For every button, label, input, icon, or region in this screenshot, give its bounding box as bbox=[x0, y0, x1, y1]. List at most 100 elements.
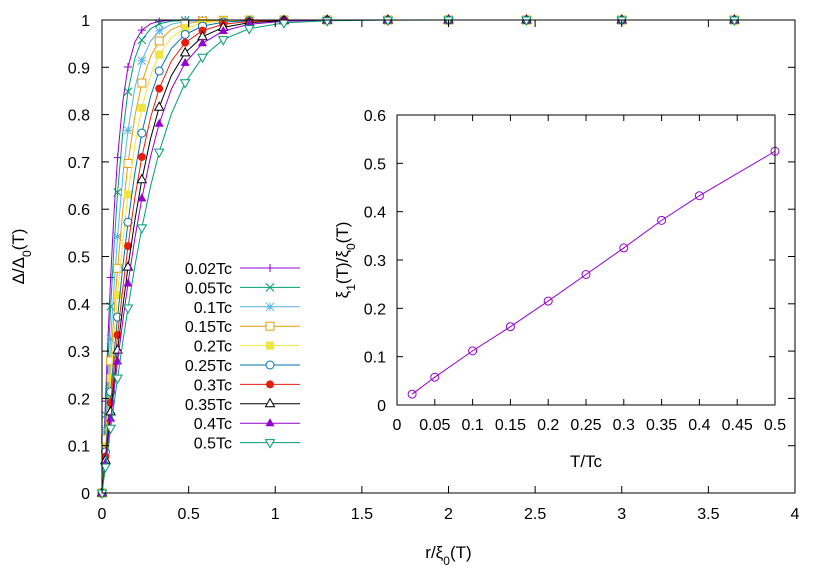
legend-marker bbox=[266, 341, 274, 350]
inset-data-point bbox=[619, 243, 629, 253]
data-point-0.5Tc bbox=[105, 424, 117, 435]
x-tick-label: 0 bbox=[98, 506, 107, 523]
data-point-0.02Tc bbox=[123, 62, 132, 71]
data-point-0.25Tc bbox=[180, 29, 190, 39]
data-point-0.5Tc bbox=[197, 53, 208, 64]
data-point-0.2Tc bbox=[155, 50, 164, 59]
data-point-0.3Tc bbox=[181, 38, 190, 47]
data-point-0.25Tc bbox=[137, 128, 147, 138]
inset-x-tick-label: 0.25 bbox=[570, 417, 601, 434]
data-point-0.4Tc bbox=[180, 57, 190, 66]
inset-x-tick-label: 0.15 bbox=[495, 417, 526, 434]
inset-y-tick-label: 0.2 bbox=[364, 301, 386, 318]
data-point-0.25Tc bbox=[123, 217, 133, 227]
legend-label: 0.1Tc bbox=[194, 300, 232, 317]
inset-x-tick-label: 0.05 bbox=[419, 417, 450, 434]
data-point-0.35Tc bbox=[153, 101, 165, 111]
legend-marker bbox=[264, 439, 276, 449]
data-point-0.2Tc bbox=[123, 190, 132, 199]
data-point-0.15Tc bbox=[154, 36, 164, 46]
legend-marker bbox=[265, 321, 275, 331]
inset-x-tick-label: 0.2 bbox=[537, 417, 559, 434]
inset-background bbox=[397, 115, 775, 405]
data-point-0.1Tc bbox=[137, 56, 147, 66]
inset-y-tick-label: 0 bbox=[377, 398, 386, 415]
y-tick-label: 0.1 bbox=[68, 439, 90, 456]
data-point-0.05Tc bbox=[113, 188, 122, 197]
y-tick-label: 0.4 bbox=[68, 297, 90, 314]
data-point-0.2Tc bbox=[106, 374, 115, 383]
data-point-0.35Tc bbox=[112, 344, 123, 354]
x-tick-label: 1 bbox=[271, 506, 280, 523]
x-tick-label: 2 bbox=[444, 506, 453, 523]
data-point-0.02Tc bbox=[106, 273, 115, 282]
y-axis-label: Δ/Δ0(T) bbox=[9, 229, 34, 285]
data-point-0.2Tc bbox=[137, 103, 146, 112]
inset-data-point bbox=[657, 215, 667, 225]
data-point-0.3Tc bbox=[123, 242, 132, 251]
legend-label: 0.25Tc bbox=[185, 358, 232, 375]
legend-label: 0.2Tc bbox=[194, 339, 232, 356]
legend-label: 0.4Tc bbox=[194, 416, 232, 433]
legend-label: 0.3Tc bbox=[194, 377, 232, 394]
inset-data-point bbox=[543, 296, 553, 306]
legend-label: 0.35Tc bbox=[185, 397, 232, 414]
data-point-0.2Tc bbox=[113, 291, 122, 300]
data-point-0.05Tc bbox=[137, 35, 147, 45]
legend-marker bbox=[265, 302, 275, 312]
data-point-0.4Tc bbox=[123, 278, 133, 287]
data-point-0.05Tc bbox=[154, 19, 164, 29]
y-tick-label: 0 bbox=[81, 486, 90, 503]
legend-marker bbox=[266, 264, 274, 272]
inset-x-tick-label: 0.3 bbox=[613, 417, 635, 434]
data-point-0.5Tc bbox=[122, 304, 134, 314]
data-point-0.4Tc bbox=[137, 193, 147, 202]
y-tick-label: 0.7 bbox=[68, 155, 90, 172]
data-point-0.1Tc bbox=[101, 425, 110, 434]
inset-x-axis-label: T/Tc bbox=[570, 452, 603, 471]
x-tick-label: 1.5 bbox=[351, 506, 373, 523]
data-point-0.1Tc bbox=[106, 334, 116, 344]
data-point-0.02Tc bbox=[137, 26, 146, 35]
legend-marker bbox=[266, 380, 274, 389]
inset-data-point bbox=[407, 389, 417, 399]
data-point-0.35Tc bbox=[136, 173, 148, 184]
inset-x-tick-label: 0.5 bbox=[764, 417, 786, 434]
x-tick-label: 0.5 bbox=[178, 506, 200, 523]
inset-x-tick-label: 0.4 bbox=[688, 417, 710, 434]
data-point-0.5Tc bbox=[100, 463, 111, 473]
data-point-0.5Tc bbox=[153, 148, 165, 159]
legend-marker bbox=[265, 283, 275, 292]
x-tick-label: 4 bbox=[791, 506, 800, 523]
data-point-0.5Tc bbox=[521, 16, 532, 27]
data-point-0.5Tc bbox=[243, 25, 255, 35]
x-tick-label: 2.5 bbox=[524, 506, 546, 523]
inset-line bbox=[411, 150, 776, 395]
data-point-0.05Tc bbox=[123, 87, 133, 96]
data-point-0.25Tc bbox=[154, 66, 164, 76]
y-tick-label: 0.3 bbox=[68, 344, 90, 361]
y-tick-label: 1 bbox=[81, 13, 90, 30]
data-point-0.5Tc bbox=[136, 224, 148, 234]
x-axis-label: r/ξ0(T) bbox=[425, 543, 471, 568]
inset-data-point bbox=[581, 270, 591, 279]
inset-data-point bbox=[694, 191, 704, 201]
data-point-0.4Tc bbox=[197, 38, 207, 47]
inset-y-axis-label: ξ1(T)/ξ0(T) bbox=[333, 222, 358, 299]
inset-x-tick-label: 0.45 bbox=[722, 417, 753, 434]
y-tick-label: 0.8 bbox=[68, 108, 90, 125]
legend-label: 0.05Tc bbox=[185, 280, 232, 297]
x-tick-label: 3.5 bbox=[697, 506, 719, 523]
data-point-0.5Tc bbox=[179, 79, 191, 89]
data-point-0.1Tc bbox=[154, 26, 164, 36]
inset-x-tick-label: 0 bbox=[393, 417, 402, 434]
data-point-0.3Tc bbox=[155, 84, 164, 93]
y-tick-label: 0.2 bbox=[68, 391, 90, 408]
data-point-0.1Tc bbox=[123, 126, 133, 135]
legend-label: 0.02Tc bbox=[185, 261, 232, 278]
inset-y-tick-label: 0.1 bbox=[364, 350, 386, 367]
y-tick-label: 0.6 bbox=[68, 202, 90, 219]
y-tick-label: 0.5 bbox=[68, 250, 90, 267]
legend-marker bbox=[264, 397, 276, 408]
